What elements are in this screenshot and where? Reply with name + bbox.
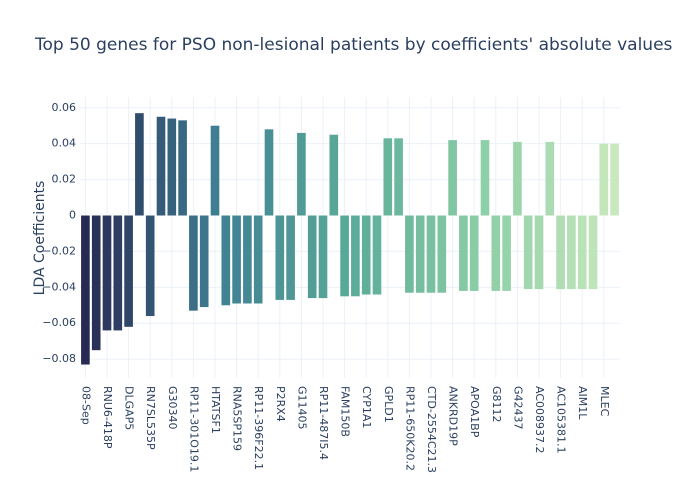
y-tick-label: 0.04 — [52, 137, 77, 150]
x-tick-label: RP11-650K20.2 — [403, 386, 416, 471]
x-tick-label: RNU6-418P — [101, 386, 114, 449]
x-tick-label: 08-Sep — [79, 386, 92, 425]
bar — [253, 215, 263, 304]
bar — [232, 215, 241, 304]
x-tick-label: RP11-487I5.4 — [317, 386, 330, 460]
bar — [81, 215, 90, 365]
x-tick-label: RNA5SP159 — [231, 386, 244, 451]
x-tick-label: APOA1BP — [468, 386, 481, 438]
bar — [588, 215, 598, 290]
bar — [210, 125, 220, 216]
bar — [113, 215, 123, 331]
bar — [340, 215, 349, 297]
bar — [577, 215, 587, 290]
bar — [469, 215, 479, 291]
bar — [297, 132, 306, 216]
bar — [318, 215, 328, 299]
x-tick-label: RN7SL535P — [144, 386, 157, 450]
bar — [124, 215, 133, 327]
x-tick-label: CTD-2554C21.3 — [425, 386, 438, 473]
bar — [448, 140, 457, 216]
x-tick-label: AC008937.2 — [533, 386, 546, 454]
x-tick-label: FAM150B — [339, 386, 352, 437]
x-tick-label: CYP1A1 — [360, 386, 373, 428]
bar — [610, 143, 619, 216]
bar — [329, 134, 339, 216]
chart-title: Top 50 genes for PSO non-lesional patien… — [34, 35, 673, 55]
x-tick-label: MLEC — [598, 386, 611, 417]
bar — [178, 120, 187, 216]
bar — [199, 215, 209, 308]
bar — [437, 215, 447, 293]
bar — [221, 215, 231, 306]
bar — [286, 215, 295, 300]
bar — [459, 215, 468, 291]
bar — [361, 215, 371, 295]
x-tick-label: HTATSF1 — [209, 386, 222, 434]
x-tick-label: G42437 — [511, 386, 524, 430]
bar — [351, 215, 360, 297]
bar — [383, 138, 393, 216]
x-tick-label: G8112 — [490, 386, 503, 423]
bar — [426, 215, 436, 293]
x-tick-label: P2RX4 — [274, 386, 287, 422]
bar — [480, 140, 490, 216]
bar — [135, 113, 144, 216]
bar — [502, 215, 511, 291]
y-tick-label: −0.04 — [42, 280, 76, 293]
x-tick-label: G30340 — [166, 386, 179, 430]
x-tick-label: RP11-301O19.1 — [187, 386, 200, 472]
bar — [567, 215, 576, 290]
bar — [275, 215, 285, 300]
x-tick-label: DLGAP5 — [123, 386, 136, 430]
bar — [167, 118, 177, 216]
bar — [415, 215, 425, 293]
bar — [599, 143, 609, 216]
y-axis-title: LDA Coefficients — [32, 181, 48, 296]
y-tick-label: 0.06 — [52, 101, 77, 114]
bar — [534, 215, 544, 290]
y-tick-label: −0.06 — [42, 316, 76, 329]
bar — [307, 215, 317, 299]
x-tick-label: AIM1L — [576, 386, 589, 420]
bar — [513, 141, 522, 216]
x-tick-label: RP11-396F22.1 — [252, 386, 265, 470]
bar — [91, 215, 101, 351]
bar — [102, 215, 112, 331]
x-tick-label: GPLD1 — [382, 386, 395, 423]
bar — [264, 129, 274, 216]
y-tick-label: 0 — [69, 209, 76, 222]
bar — [545, 141, 555, 216]
bar — [145, 215, 155, 317]
bar — [491, 215, 501, 291]
x-tick-label: G11405 — [295, 386, 308, 430]
bar — [189, 215, 198, 311]
bar — [405, 215, 414, 293]
x-tick-label: AC105381.1 — [555, 386, 568, 454]
bar — [394, 138, 403, 216]
y-tick-label: −0.02 — [42, 244, 76, 257]
bar — [523, 215, 533, 290]
bar — [156, 116, 166, 216]
y-tick-label: 0.02 — [52, 173, 77, 186]
bar — [556, 215, 565, 290]
y-tick-label: −0.08 — [42, 352, 76, 365]
x-tick-label: ANKRD19P — [447, 386, 460, 446]
bar — [243, 215, 252, 304]
bar — [372, 215, 382, 295]
